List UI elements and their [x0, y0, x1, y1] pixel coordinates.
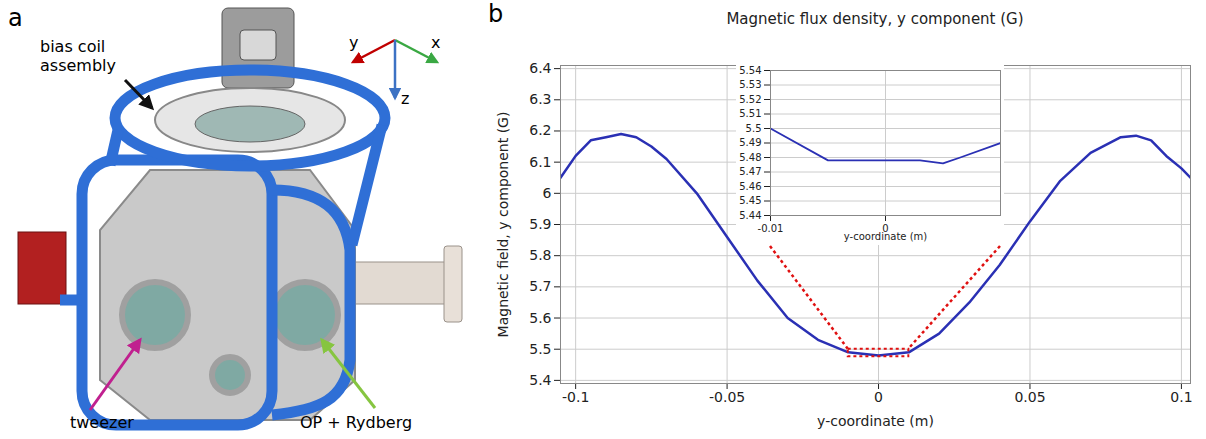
svg-text:5.53: 5.53 [739, 79, 761, 90]
svg-text:5.46: 5.46 [739, 181, 761, 192]
svg-text:5.45: 5.45 [739, 195, 761, 206]
svg-text:OP + Rydberg: OP + Rydberg [300, 413, 412, 432]
svg-text:6.1: 6.1 [529, 154, 551, 170]
svg-text:-0.05: -0.05 [709, 389, 745, 405]
svg-text:z: z [401, 89, 409, 108]
svg-text:5.52: 5.52 [739, 94, 761, 105]
svg-text:6.3: 6.3 [529, 91, 551, 107]
svg-text:5.5: 5.5 [529, 341, 551, 357]
svg-text:Magnetic field, y component (G: Magnetic field, y component (G) [495, 112, 511, 338]
svg-text:0: 0 [874, 389, 883, 405]
svg-text:-0.01: -0.01 [758, 223, 784, 234]
svg-text:5.5: 5.5 [746, 123, 762, 134]
svg-text:0.1: 0.1 [1170, 389, 1192, 405]
svg-text:5.44: 5.44 [739, 210, 761, 221]
svg-text:0.05: 0.05 [1014, 389, 1045, 405]
svg-text:5.48: 5.48 [739, 152, 761, 163]
svg-text:-0.1: -0.1 [562, 389, 589, 405]
svg-text:y: y [349, 33, 358, 52]
svg-text:tweezer: tweezer [70, 413, 134, 432]
svg-text:x: x [431, 33, 440, 52]
svg-text:5.47: 5.47 [739, 166, 761, 177]
html-text:Magnetic flux density, y compo: Magnetic flux density, y component (G) [726, 10, 1024, 28]
html-text:b: b [488, 0, 504, 28]
svg-text:5.4: 5.4 [529, 372, 551, 388]
svg-text:5.49: 5.49 [739, 137, 761, 148]
svg-text:6.4: 6.4 [529, 60, 551, 76]
svg-text:5.7: 5.7 [529, 278, 551, 294]
svg-text:0: 0 [882, 222, 889, 234]
svg-text:5.8: 5.8 [529, 247, 551, 263]
svg-text:y-coordinate (m): y-coordinate (m) [844, 231, 928, 242]
svg-text:5.51: 5.51 [739, 108, 761, 119]
svg-text:6.2: 6.2 [529, 122, 551, 138]
svg-text:6: 6 [543, 185, 552, 201]
svg-text:bias coilassembly: bias coilassembly [40, 37, 116, 75]
svg-text:5.54: 5.54 [739, 65, 761, 76]
svg-text:5.9: 5.9 [529, 216, 551, 232]
svg-text:5.6: 5.6 [529, 310, 551, 326]
svg-text:y-coordinate (m): y-coordinate (m) [817, 413, 934, 429]
svg-text:a: a [8, 4, 23, 32]
